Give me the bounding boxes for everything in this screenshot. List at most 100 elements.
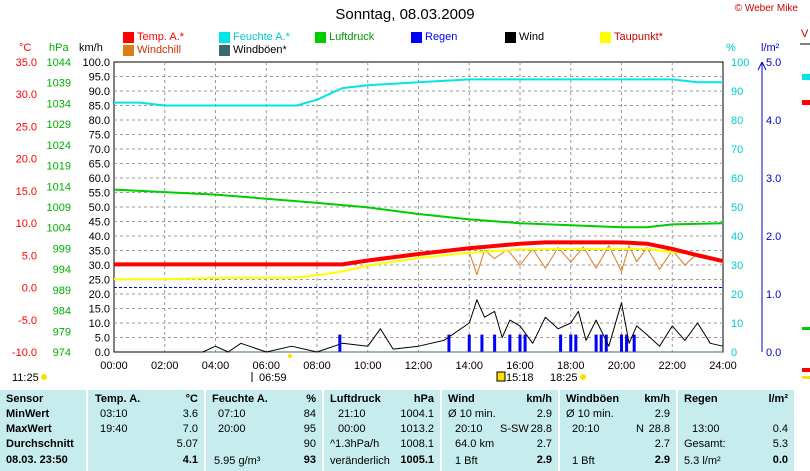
stats-col-gusts bbox=[560, 390, 676, 471]
stats-humidity-max-time: 20:00 bbox=[218, 423, 246, 435]
edge-swatch bbox=[802, 74, 810, 80]
legend-swatch bbox=[315, 31, 326, 43]
rain-axis-arrow bbox=[761, 61, 767, 71]
kmh-tick-label: 25.0 bbox=[89, 275, 110, 287]
edge-swatch bbox=[802, 376, 810, 379]
sunset-dot bbox=[580, 374, 586, 380]
hpa-tick-label: 1034 bbox=[47, 98, 71, 110]
rain-bar bbox=[604, 334, 608, 352]
rain-bar bbox=[594, 334, 598, 352]
rain-bar bbox=[599, 334, 603, 352]
x-tick-label: 16:00 bbox=[506, 360, 534, 372]
stats-rain-max-time: 13:00 bbox=[692, 423, 720, 435]
x-tick-label: 14:00 bbox=[455, 360, 483, 372]
stats-wind-header: Wind bbox=[448, 393, 475, 405]
stats-humidity-abs: 5.95 g/m³ bbox=[214, 455, 261, 467]
stats-humidity-min: 84 bbox=[303, 408, 316, 420]
stats-humidity-max: 95 bbox=[303, 423, 316, 435]
x-tick-label: 00:00 bbox=[100, 360, 128, 372]
kmh-tick-label: 0.0 bbox=[95, 347, 110, 359]
pct-tick-label: 50 bbox=[731, 202, 743, 214]
stats-gusts-current: 2.9 bbox=[654, 454, 670, 466]
stats-wind-max-time: 20:10 bbox=[455, 423, 483, 435]
hpa-tick-label: 999 bbox=[53, 243, 71, 255]
stats-col-pressure bbox=[324, 390, 440, 471]
kmh-tick-label: 20.0 bbox=[89, 289, 110, 301]
series-line-luftdruck bbox=[113, 188, 724, 229]
sun-noon-icon bbox=[496, 371, 506, 382]
rain-bar bbox=[632, 334, 636, 352]
legend-label: Wind bbox=[519, 31, 545, 43]
hpa-tick-label: 994 bbox=[53, 264, 71, 276]
pct-tick-label: 60 bbox=[731, 173, 743, 185]
kmh-tick-label: 50.0 bbox=[89, 202, 110, 214]
rain-bar bbox=[625, 334, 629, 352]
stats-gusts-avg10: 2.9 bbox=[654, 408, 670, 420]
stats-temp-min-time: 03:10 bbox=[100, 408, 128, 420]
temp-tick-label: 10.0 bbox=[16, 218, 37, 230]
rain-tick-label: 4.0 bbox=[766, 115, 781, 127]
pct-tick-label: 70 bbox=[731, 144, 743, 156]
stats-rain-header: Regen bbox=[684, 393, 718, 405]
stats-wind-distance: 64.0 km bbox=[455, 438, 495, 450]
hpa-tick-label: 1009 bbox=[47, 202, 71, 214]
stats-pressure-max: 1013.2 bbox=[400, 423, 434, 435]
stats-gusts-unit: km/h bbox=[644, 393, 670, 405]
series-line-temp-a bbox=[114, 240, 724, 267]
legend-item: Regen bbox=[411, 31, 457, 43]
temp-tick-label: 5.0 bbox=[22, 250, 37, 262]
hpa-tick-label: 974 bbox=[53, 347, 71, 359]
kmh-tick-label: 100.0 bbox=[82, 57, 110, 69]
stats-col-sensor bbox=[0, 390, 86, 471]
sunset-label: 18:25 bbox=[550, 372, 578, 384]
rain-bar bbox=[620, 334, 623, 352]
series-line-feuchte-a bbox=[114, 78, 723, 107]
x-tick-label: 18:00 bbox=[557, 360, 585, 372]
page-title: Sonntag, 08.03.2009 bbox=[335, 6, 475, 23]
stats-temp-max-time: 19:40 bbox=[100, 423, 128, 435]
x-tick-label: 22:00 bbox=[658, 360, 686, 372]
rain-bar bbox=[447, 334, 451, 352]
legend-item: Luftdruck bbox=[315, 31, 374, 43]
kmh-tick-label: 95.0 bbox=[89, 72, 110, 84]
kmh-tick-label: 5.0 bbox=[95, 333, 110, 345]
hpa-tick-label: 1029 bbox=[47, 119, 71, 131]
legend-item: Windchill bbox=[123, 44, 181, 56]
x-tick-label: 10:00 bbox=[354, 360, 382, 372]
rain-bar bbox=[574, 334, 578, 352]
stats-temp-max: 7.0 bbox=[182, 423, 198, 435]
pct-tick-label: 10 bbox=[731, 318, 743, 330]
rain-bar bbox=[480, 334, 484, 352]
legend-swatch bbox=[505, 31, 516, 43]
stats-rain-current: 0.0 bbox=[772, 454, 788, 466]
legend-label: Luftdruck bbox=[329, 31, 375, 43]
pct-tick-label: 40 bbox=[731, 231, 743, 243]
hpa-unit-label: hPa bbox=[49, 42, 69, 54]
stats-table: Sensor MinWert MaxWert Durchschnitt 08.0… bbox=[0, 390, 810, 471]
stats-gusts-avg-label: Ø 10 min. bbox=[566, 408, 614, 420]
legend-swatch bbox=[219, 44, 230, 56]
x-tick-label: 20:00 bbox=[608, 360, 636, 372]
stats-humidity-current: 93 bbox=[303, 454, 316, 466]
stats-temp-current: 4.1 bbox=[182, 454, 198, 466]
stats-sensor-max: MaxWert bbox=[6, 423, 52, 435]
stats-temp-unit: °C bbox=[185, 393, 198, 405]
temp-tick-label: 30.0 bbox=[16, 89, 37, 101]
stats-pressure-current: 1005.1 bbox=[400, 454, 434, 466]
rain-unit-label: l/m² bbox=[761, 42, 780, 54]
stats-wind-unit: km/h bbox=[526, 393, 552, 405]
stats-humidity-avg: 90 bbox=[303, 438, 316, 450]
edge-swatch bbox=[802, 100, 810, 105]
pct-unit-label: % bbox=[726, 42, 736, 54]
legend-label: Windchill bbox=[137, 44, 182, 56]
stats-rain-total-label: Gesamt: bbox=[684, 438, 726, 450]
rain-bar bbox=[518, 334, 522, 352]
pct-tick-label: 30 bbox=[731, 260, 743, 272]
kmh-tick-label: 90.0 bbox=[89, 86, 110, 98]
legend-swatch bbox=[123, 31, 134, 43]
kmh-tick-label: 45.0 bbox=[89, 217, 110, 229]
sunrise-axis-dot bbox=[288, 354, 292, 358]
stats-pressure-tendency: veränderlich bbox=[330, 455, 390, 467]
edge-swatch bbox=[802, 327, 810, 330]
rain-bar bbox=[467, 334, 471, 352]
